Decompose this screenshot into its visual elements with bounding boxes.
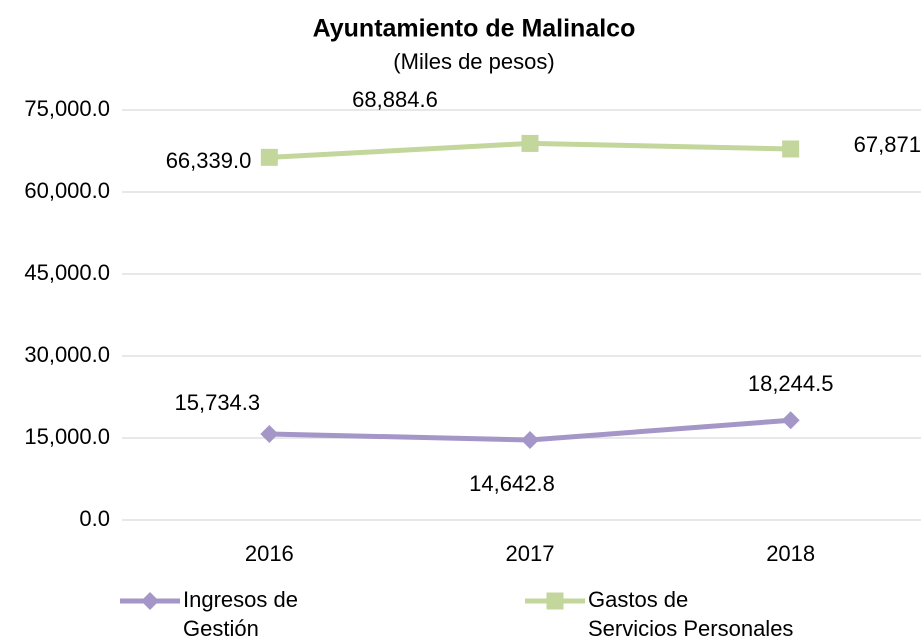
y-tick-label: 60,000.0 — [24, 178, 110, 203]
legend-label: Ingresos de Gestión — [183, 587, 304, 639]
x-tick-label: 2017 — [506, 541, 555, 566]
legend-marker — [546, 592, 564, 610]
marker — [521, 430, 539, 449]
y-tick-label: 0.0 — [79, 506, 110, 531]
y-tick-label: 45,000.0 — [24, 260, 110, 285]
chart-title: Ayuntamiento de Malinalco — [313, 15, 636, 43]
marker — [260, 148, 278, 166]
y-tick-label: 75,000.0 — [24, 96, 110, 121]
marker — [781, 411, 800, 430]
data-label: 15,734.3 — [175, 390, 261, 415]
marker — [260, 424, 279, 443]
marker — [521, 134, 539, 152]
chart-subtitle: (Miles de pesos) — [393, 49, 554, 74]
data-label: 14,642.8 — [469, 471, 555, 496]
y-tick-label: 15,000.0 — [24, 424, 110, 449]
marker — [782, 140, 800, 158]
legend-label: Gastos de Servicios Personales — [588, 587, 793, 639]
data-label: 67,871.7 — [854, 132, 921, 157]
y-tick-label: 30,000.0 — [24, 342, 110, 367]
legend-marker — [141, 592, 159, 610]
data-label: 66,339.0 — [166, 148, 252, 173]
data-label: 68,884.6 — [352, 87, 438, 112]
data-label: 18,244.5 — [748, 371, 834, 396]
x-tick-label: 2016 — [245, 541, 294, 566]
x-tick-label: 2018 — [766, 541, 815, 566]
